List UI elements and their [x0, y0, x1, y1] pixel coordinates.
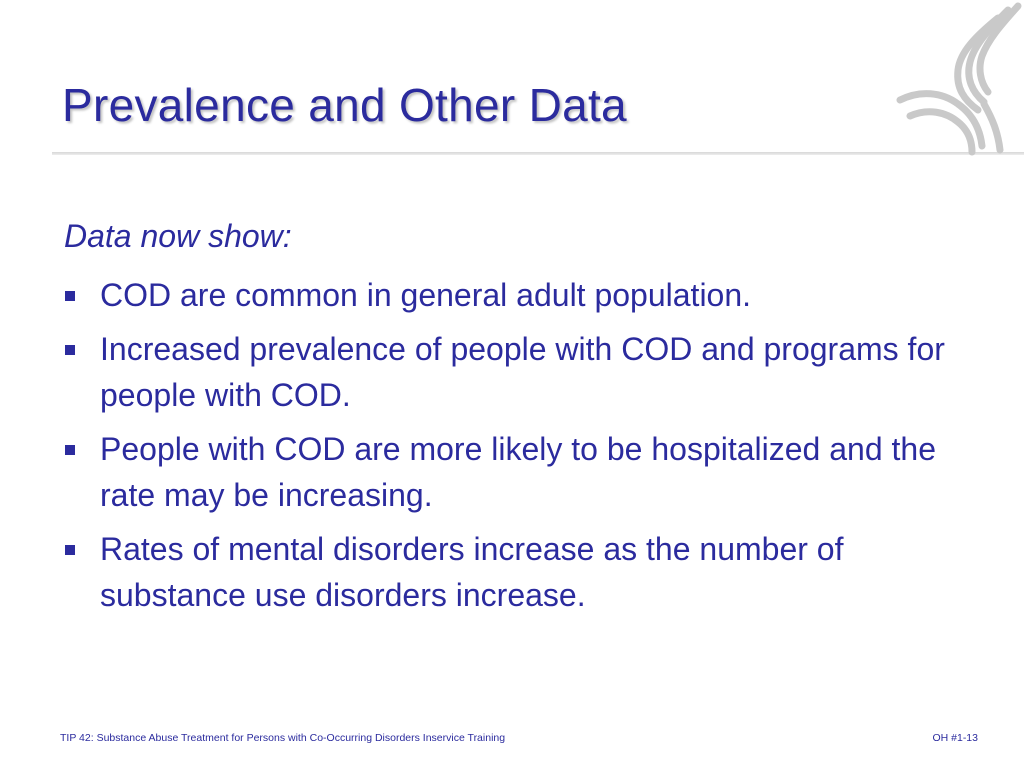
- bullet-item: Rates of mental disorders increase as th…: [62, 526, 962, 618]
- bullet-item: Increased prevalence of people with COD …: [62, 326, 962, 418]
- title-divider: [52, 152, 1024, 155]
- bullet-text: Rates of mental disorders increase as th…: [100, 531, 844, 613]
- slide-body: Data now show: COD are common in general…: [62, 214, 962, 626]
- bullet-item: People with COD are more likely to be ho…: [62, 426, 962, 518]
- slide-title: Prevalence and Other Data: [62, 79, 627, 131]
- square-bullet-icon: [65, 291, 75, 301]
- square-bullet-icon: [65, 445, 75, 455]
- square-bullet-icon: [65, 545, 75, 555]
- hhs-eagle-logo: [896, 2, 1022, 156]
- footer-left-text: TIP 42: Substance Abuse Treatment for Pe…: [60, 732, 506, 744]
- bullet-text: People with COD are more likely to be ho…: [100, 431, 936, 513]
- intro-text: Data now show:: [64, 218, 292, 254]
- bullet-item: COD are common in general adult populati…: [62, 272, 962, 318]
- square-bullet-icon: [65, 345, 75, 355]
- bullet-text: Increased prevalence of people with COD …: [100, 331, 945, 413]
- bullet-text: COD are common in general adult populati…: [100, 277, 752, 313]
- slide-number: OH #1-13: [932, 732, 978, 744]
